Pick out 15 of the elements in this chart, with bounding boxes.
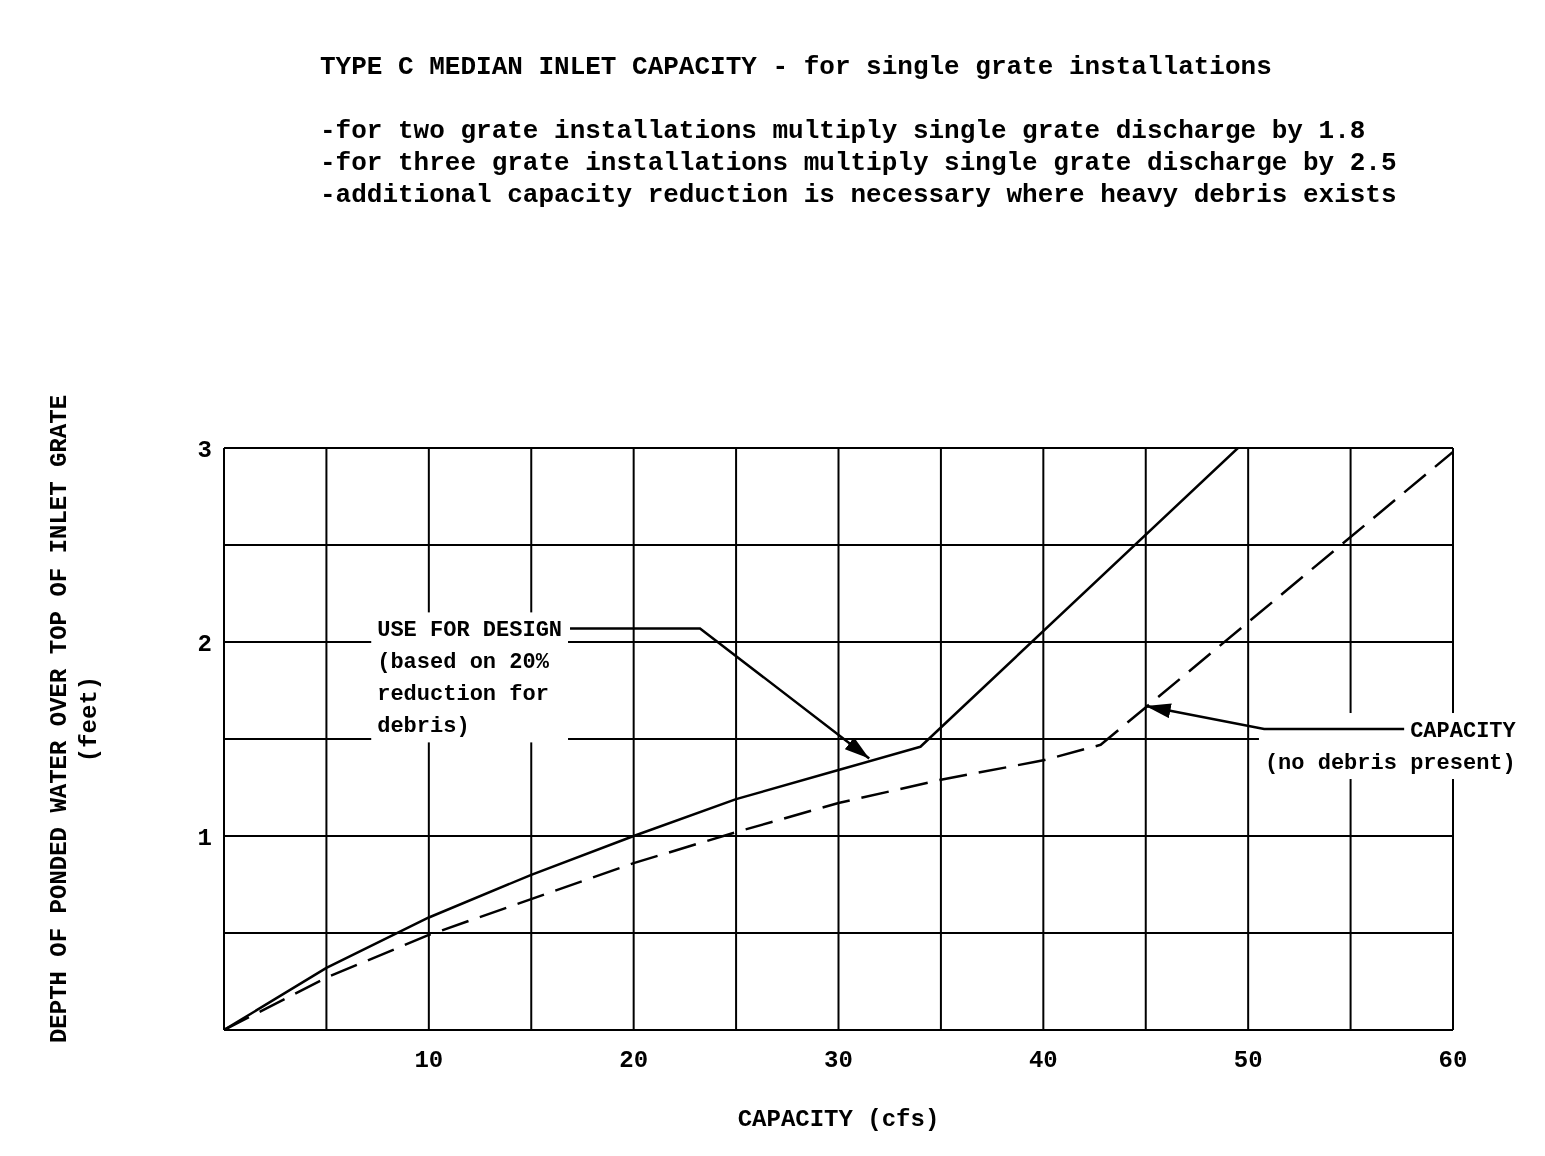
y-tick-label: 3: [197, 436, 212, 464]
x-tick-label: 60: [1438, 1047, 1468, 1075]
annotation: CAPACITY (no debris present): [1264, 719, 1517, 777]
x-tick-label: 50: [1233, 1047, 1263, 1075]
annotation: USE FOR DESIGN (based on 20% reduction for debris): [377, 618, 563, 740]
y-tick-label: 1: [197, 824, 212, 852]
x-axis-title: CAPACITY (cfs): [737, 1106, 940, 1133]
x-tick-label: 10: [414, 1047, 444, 1075]
y-tick-label: 2: [197, 630, 212, 658]
y-axis-title: DEPTH OF PONDED WATER OVER TOP OF INLET GRATE (feet): [46, 394, 103, 1044]
x-tick-label: 40: [1028, 1047, 1058, 1075]
chart-title: TYPE C MEDIAN INLET CAPACITY - for single grate installations: [320, 52, 1272, 82]
x-tick-label: 30: [824, 1047, 853, 1075]
chart-subtitle: -for two grate installations multiply single grate discharge by 1.8 -for three grate installations multiply single grate discharge by 2.5 -additional capacity reduction is necessary where heavy debris exists: [320, 116, 1397, 210]
x-tick-label: 20: [619, 1047, 649, 1075]
